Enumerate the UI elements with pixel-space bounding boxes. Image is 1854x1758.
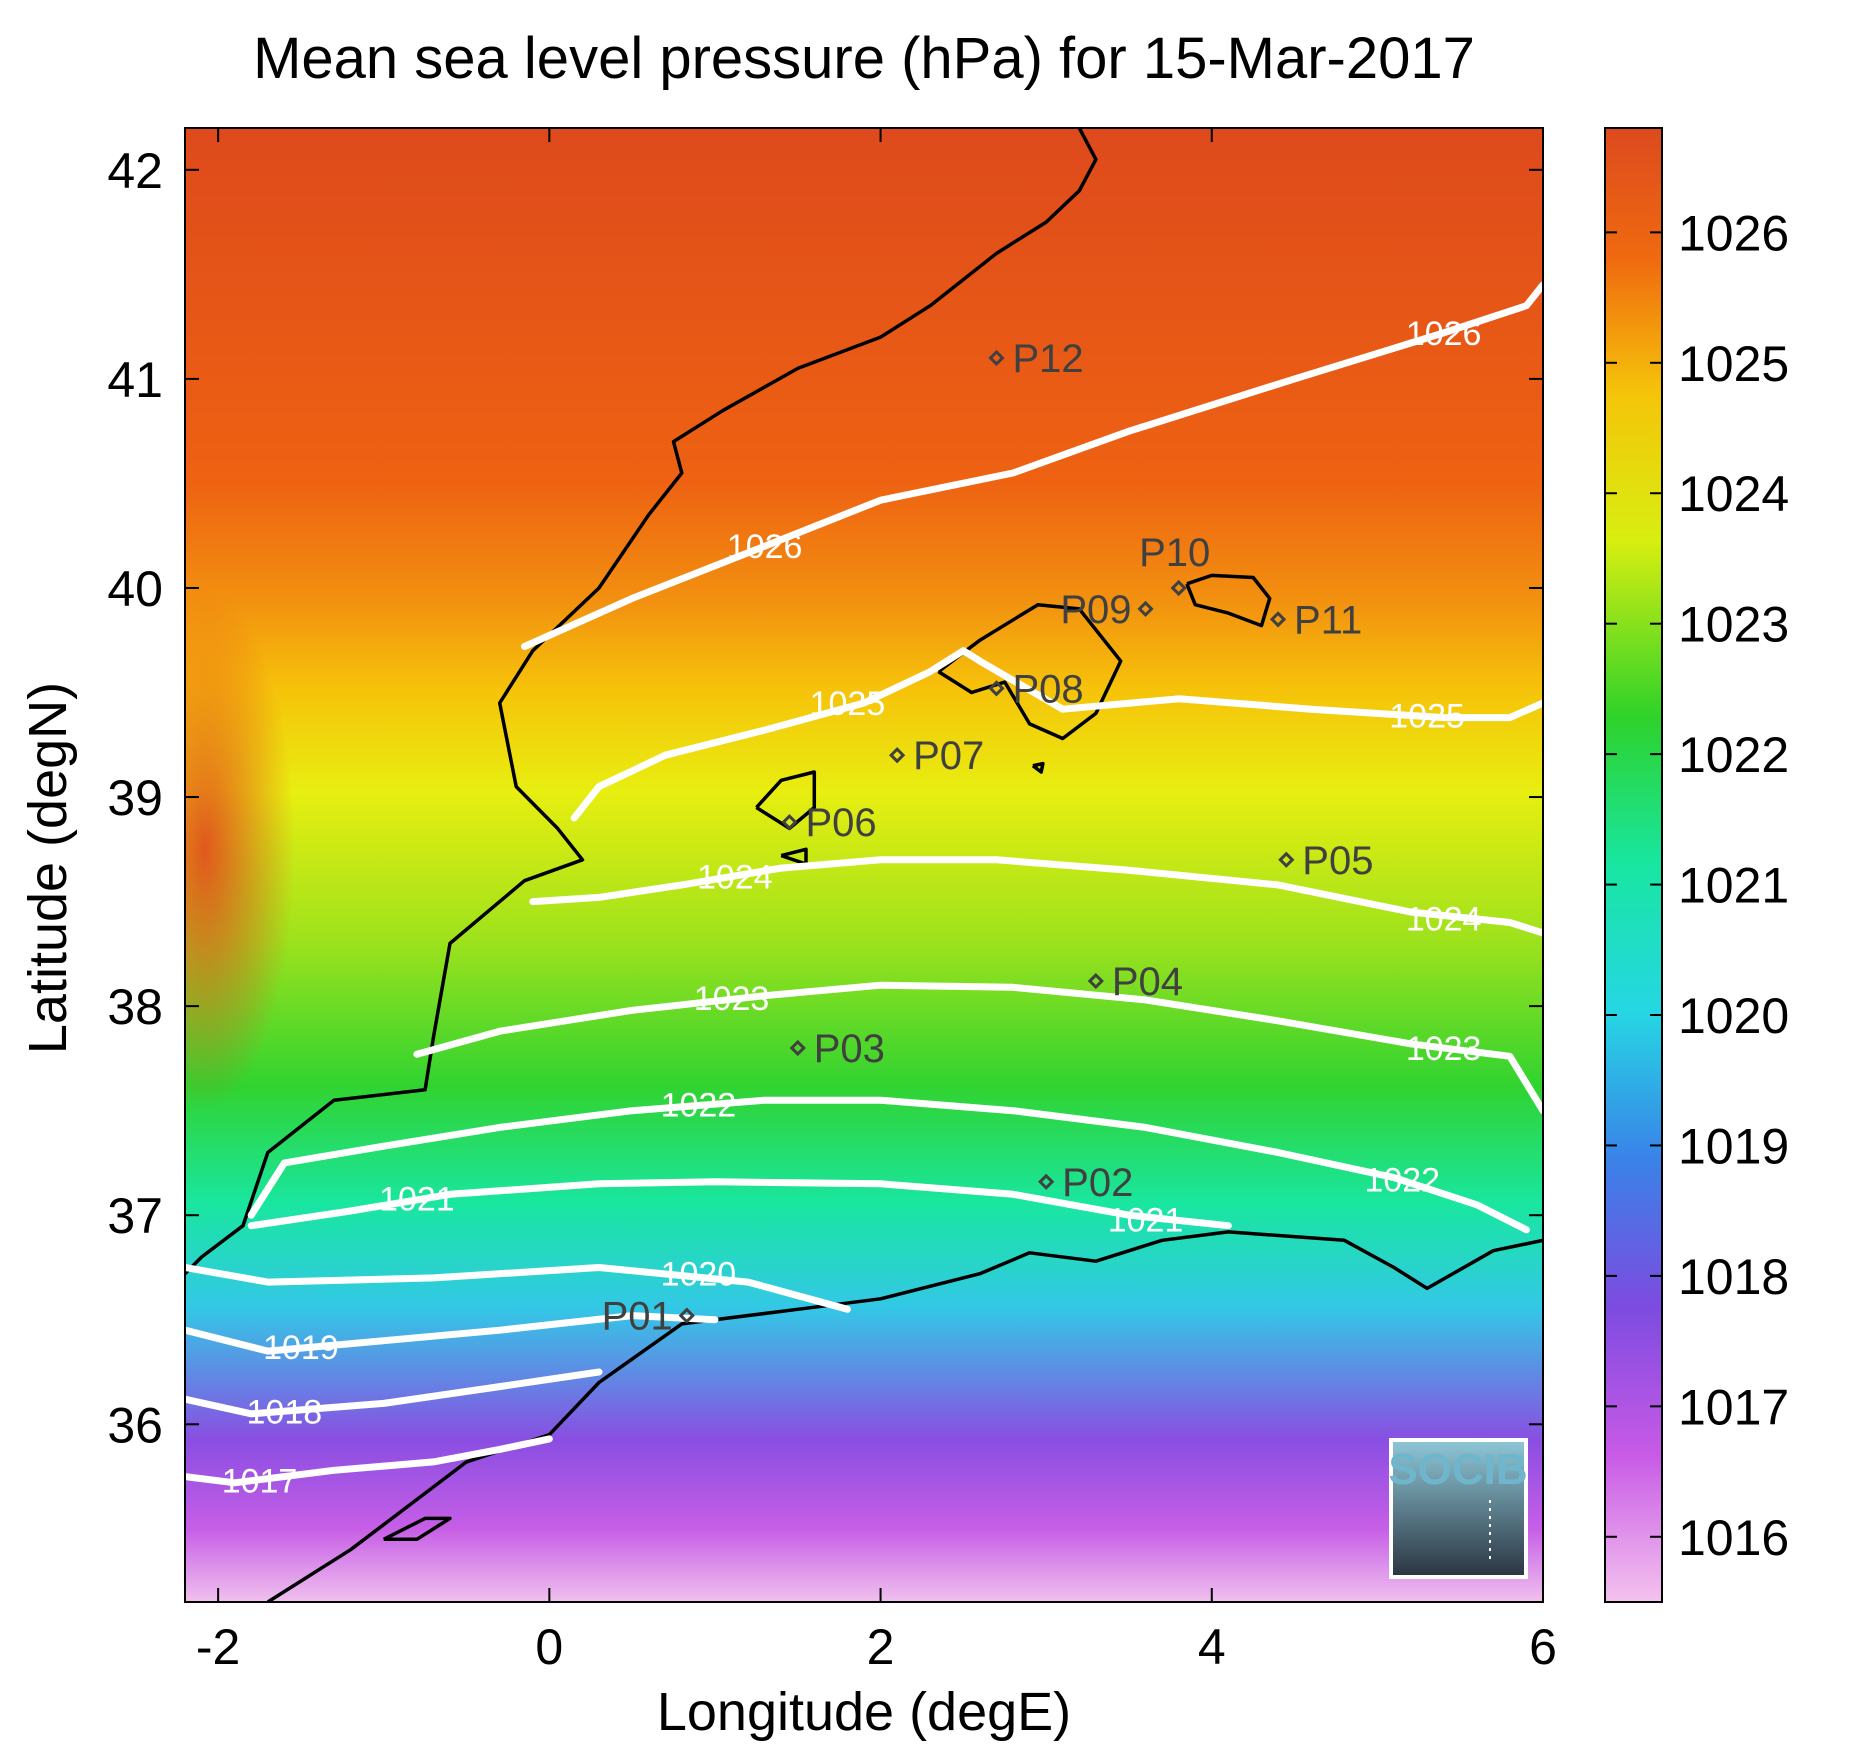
site-label: P05: [1302, 839, 1373, 883]
coastline-iberian-coast: [185, 128, 1098, 1275]
y-tick-label: 38: [107, 979, 163, 1035]
isobar-label: 1026: [1406, 315, 1482, 353]
socib-logo: SOCIB: [1388, 1438, 1528, 1579]
isobar-1023: [413, 981, 1543, 1115]
site-marker: [789, 1039, 806, 1057]
logo-box: [1389, 1438, 1528, 1579]
isobar-label: 1020: [661, 1256, 737, 1294]
site-marker: [1269, 611, 1287, 628]
west-high-pressure-patch: [185, 590, 295, 1110]
coastline-cabrera: [1031, 761, 1045, 774]
site-marker: [678, 1307, 695, 1324]
colorbar-tick-label: 1020: [1678, 988, 1789, 1044]
site-label: P07: [913, 734, 984, 778]
y-tick-label: 40: [107, 561, 163, 617]
logo-text: SOCIB: [1388, 1445, 1527, 1494]
site-label: P03: [814, 1027, 885, 1071]
isobar-1026: [521, 281, 1543, 650]
x-axis: -2 0 2 4 6: [196, 128, 1557, 1675]
plot-frame: [184, 127, 1544, 1603]
y-axis: 36 37 38 39 40 41 42: [107, 143, 1543, 1453]
site-marker: [889, 747, 906, 764]
site-label: P06: [805, 801, 876, 845]
colorbar-tick-label: 1018: [1678, 1249, 1789, 1305]
site-marker: [1170, 579, 1187, 597]
coastline-menorca: [1185, 573, 1272, 628]
x-tick-label: 4: [1198, 1619, 1226, 1675]
site-marker: [781, 814, 798, 831]
coastline-formentera: [780, 847, 808, 866]
colorbar-tick-label: 1023: [1678, 597, 1789, 653]
isobar-label: 1022: [1364, 1162, 1440, 1200]
isobar-label: 1023: [1406, 1030, 1482, 1068]
isobar-label: 1018: [247, 1394, 323, 1432]
isobar-label: 1023: [694, 980, 770, 1018]
x-tick-label: 0: [535, 1619, 563, 1675]
y-tick-label: 36: [107, 1397, 163, 1453]
x-tick-label: -2: [196, 1619, 240, 1675]
site-marker: [1038, 1173, 1055, 1190]
colorbar-ticks: 1016 1017 1018 1019 1020 1021 1022 1023 1024 1025…: [1605, 205, 1789, 1566]
colorbar-tick-label: 1017: [1678, 1379, 1789, 1435]
coastline-alboran-coast: [382, 1516, 452, 1542]
site-marker: [988, 349, 1005, 367]
isobar-label: 1021: [379, 1180, 455, 1218]
chart-title: Mean sea level pressure (hPa) for 15-Mar…: [253, 26, 1475, 91]
isobar-1017: [185, 1435, 553, 1487]
y-axis-label: Latitude (degN): [18, 682, 78, 1054]
isobars: 1026 1026 1025 1025 1024 1024 1023 1023 1022 1022…: [185, 281, 1543, 1501]
site-label: P09: [1060, 588, 1131, 632]
site-label: P08: [1012, 667, 1083, 711]
site-marker: [1278, 851, 1295, 868]
colorbar-tick-label: 1019: [1678, 1118, 1789, 1174]
colorbar-tick-label: 1025: [1678, 336, 1789, 392]
site-label: P12: [1012, 337, 1083, 381]
pressure-field: 1026 1026 1025 1025 1024 1024 1023 1023 1022 1022…: [185, 128, 1543, 1602]
isobar-label: 1025: [1389, 698, 1465, 736]
site-marker: [1137, 600, 1154, 618]
isobar-1021: [247, 1178, 1232, 1230]
colorbar-tick-label: 1016: [1678, 1510, 1789, 1566]
x-tick-label: 2: [867, 1619, 895, 1675]
isobar-label: 1021: [1108, 1201, 1184, 1239]
y-tick-label: 39: [107, 770, 163, 826]
isobar-label: 1024: [697, 858, 773, 896]
x-tick-label: 6: [1529, 1619, 1557, 1675]
isobar-label: 1024: [1406, 900, 1482, 938]
isobar-label: 1026: [727, 528, 803, 566]
colorbar-tick-label: 1024: [1678, 466, 1789, 522]
isobar-1018: [185, 1368, 603, 1418]
colorbar: 1016 1017 1018 1019 1020 1021 1022 1023 1024 1025…: [1604, 127, 1789, 1603]
colorbar-tick-label: 1026: [1678, 205, 1789, 261]
y-tick-label: 37: [107, 1188, 163, 1244]
isobar-label: 1019: [263, 1329, 339, 1367]
isobar-1022: [247, 1096, 1530, 1234]
isobar-label: 1025: [810, 685, 886, 723]
site-label: P02: [1062, 1161, 1133, 1205]
x-axis-label: Longitude (degE): [657, 1682, 1071, 1742]
site-label: P11: [1294, 598, 1362, 642]
site-marker: [988, 680, 1005, 697]
isobar-1020: [185, 1264, 851, 1313]
y-tick-label: 42: [107, 143, 163, 199]
site-label: P01: [602, 1295, 673, 1339]
isobar-label: 1022: [661, 1086, 737, 1124]
site-label: P04: [1112, 960, 1183, 1004]
site-marker: [1087, 972, 1104, 990]
isobar-1024: [529, 856, 1543, 937]
isobar-label: 1017: [222, 1463, 298, 1501]
site-label: P10: [1139, 531, 1210, 575]
isobar-1019: [185, 1312, 719, 1355]
colorbar-tick-label: 1021: [1678, 858, 1789, 914]
coastline-ibiza: [755, 770, 817, 831]
y-tick-label: 41: [107, 352, 163, 408]
isobar-1025: [570, 647, 1543, 822]
colorbar-tick-label: 1022: [1678, 727, 1789, 783]
colorbar-scale: [1604, 127, 1663, 1603]
